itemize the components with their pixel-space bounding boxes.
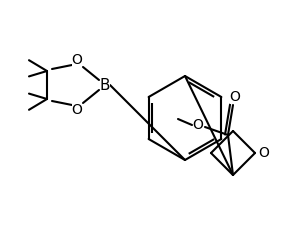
Text: O: O — [192, 118, 203, 132]
Text: O: O — [72, 53, 82, 67]
Text: B: B — [100, 77, 110, 93]
Text: O: O — [72, 103, 82, 117]
Text: O: O — [230, 90, 241, 104]
Text: O: O — [259, 146, 270, 160]
